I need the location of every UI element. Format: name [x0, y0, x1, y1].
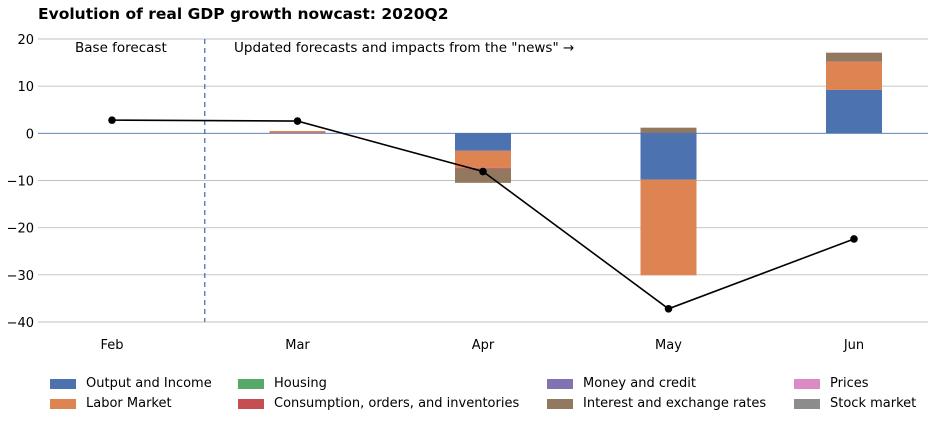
chart-title: Evolution of real GDP growth nowcast: 20… [38, 5, 449, 23]
nowcast-point-feb [108, 116, 116, 124]
y-axis-ticks: 20 10 0 −10 −20 −30 −40 [7, 33, 34, 331]
nowcast-line-group [108, 116, 858, 313]
bar-labor-market-jun [826, 61, 882, 90]
bar-output-and-income-jun [826, 89, 882, 134]
bar-interest-and-exchange-rates-may [640, 127, 697, 134]
y-tick-label: −30 [7, 269, 34, 284]
nowcast-point-apr [479, 167, 487, 176]
bar-labor-market-mar [269, 130, 326, 134]
bar-labor-market-may [640, 179, 697, 276]
y-tick-label: −10 [7, 175, 34, 190]
nowcast-point-jun [850, 235, 858, 243]
x-tick-label: Jun [843, 338, 864, 353]
stacked-bars [269, 52, 882, 276]
nowcast-point-may [664, 304, 673, 313]
x-tick-label: Mar [285, 338, 310, 353]
y-tick-label: 0 [26, 127, 34, 142]
y-tick-label: 10 [17, 80, 34, 95]
bar-interest-and-exchange-rates-apr [455, 168, 511, 183]
nowcast-point-mar [293, 117, 302, 125]
bar-output-and-income-apr [455, 133, 511, 151]
bar-labor-market-apr [455, 150, 511, 168]
bar-interest-and-exchange-rates-jun [826, 52, 882, 62]
x-tick-label: May [655, 338, 682, 353]
x-axis-ticks: Feb Mar Apr May Jun [100, 338, 864, 353]
x-tick-label: Feb [100, 338, 123, 353]
x-tick-label: Apr [472, 338, 495, 353]
annotation-updated-forecasts: Updated forecasts and impacts from the "… [234, 40, 574, 56]
y-tick-label: −20 [7, 222, 34, 237]
y-tick-label: −40 [7, 316, 34, 331]
bar-output-and-income-may [640, 133, 697, 180]
annotation-base-forecast: Base forecast [75, 40, 167, 56]
y-tick-label: 20 [17, 33, 34, 48]
